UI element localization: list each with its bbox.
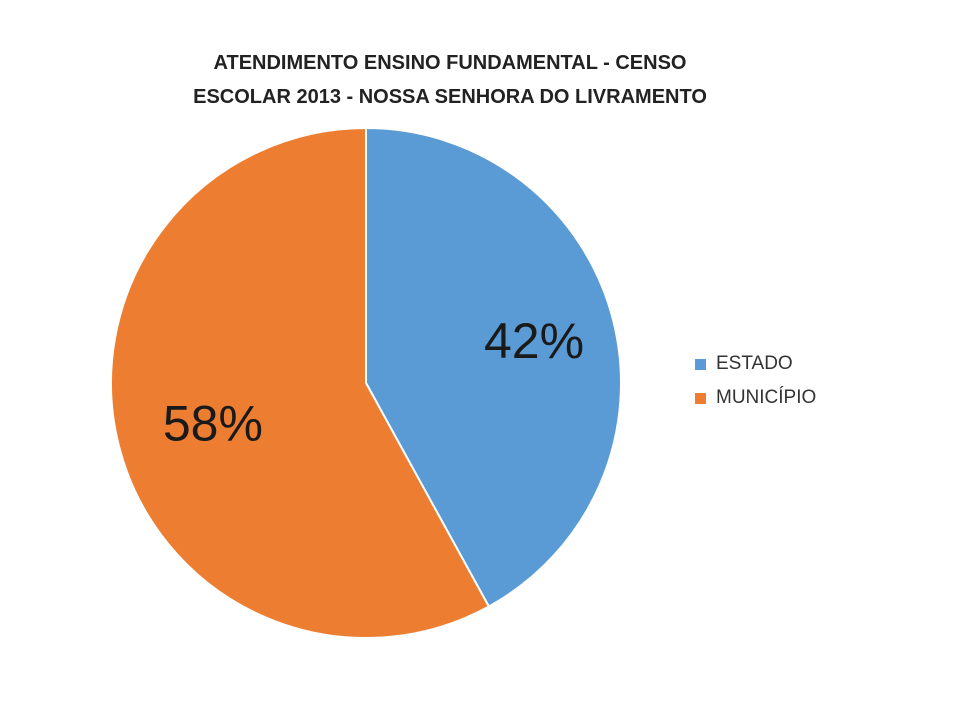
legend-swatch-municipio — [695, 392, 706, 404]
legend-item-estado: ESTADO — [695, 347, 816, 381]
pie-slice-municipio — [110, 126, 491, 639]
chart-title-line-2: ESCOLAR 2013 - NOSSA SENHORA DO LIVRAMEN… — [193, 86, 707, 108]
slice-label-municipio: 58% — [163, 395, 263, 451]
legend-label-municipio: MUNICÍPIO — [716, 387, 817, 408]
slice-label-estado: 42% — [484, 313, 584, 369]
pie-slice-estado — [365, 126, 622, 608]
chart-title-line-1: ATENDIMENTO ENSINO FUNDAMENTAL - CENSO — [213, 52, 687, 74]
legend-item-municipio: MUNICÍPIO — [695, 381, 816, 415]
legend: ESTADO MUNICÍPIO — [695, 347, 816, 415]
legend-label-estado: ESTADO — [716, 353, 793, 374]
legend-swatch-estado — [695, 358, 706, 370]
